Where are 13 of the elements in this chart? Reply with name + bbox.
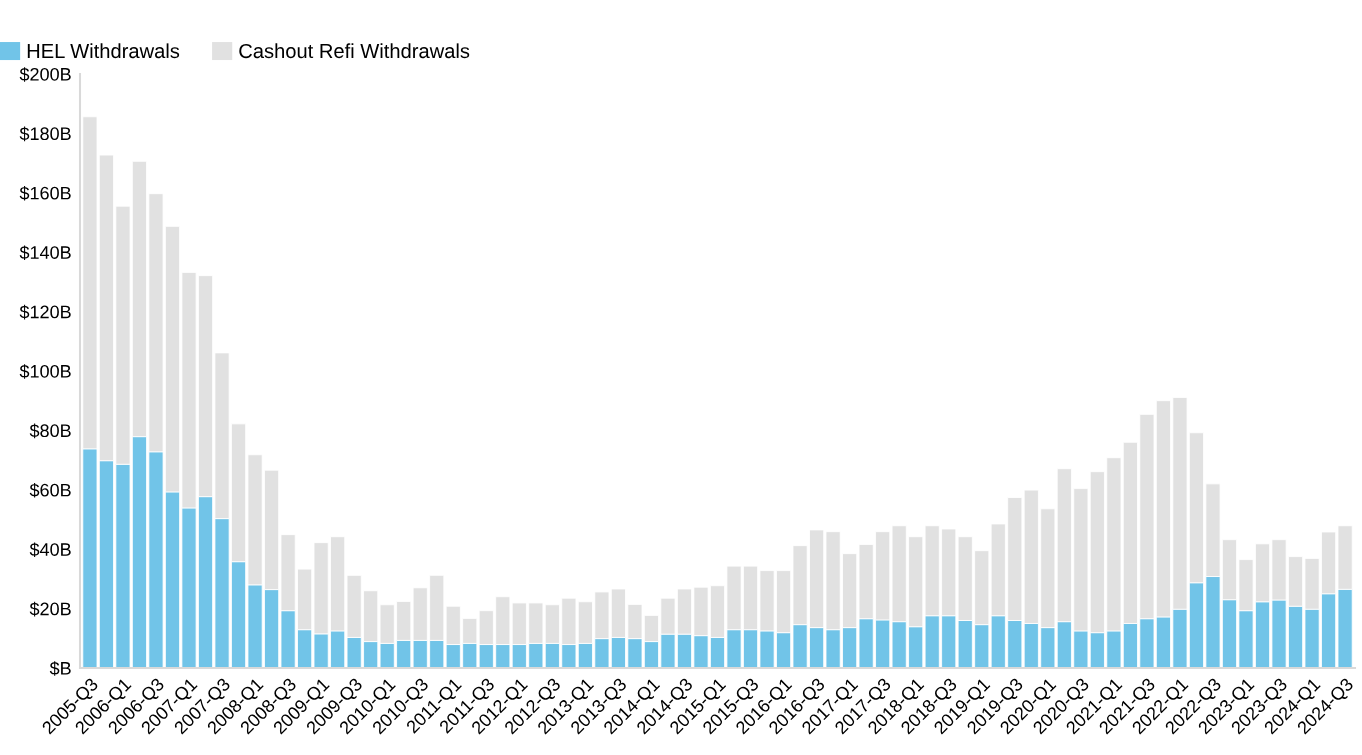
y-tick-label: $80B	[29, 423, 71, 439]
y-tick-label: $B	[49, 661, 71, 676]
y-tick-label: $120B	[19, 304, 71, 320]
y-tick-label: $60B	[29, 482, 71, 498]
y-tick-label: $40B	[29, 542, 71, 557]
y-tick-label: $100B	[19, 364, 71, 379]
y-tick-label: $140B	[19, 245, 71, 260]
y-tick-label: $180B	[19, 126, 71, 142]
y-tick-label: $160B	[19, 185, 71, 201]
y-tick-label: $200B	[19, 67, 71, 82]
legend-label: HEL Withdrawals	[27, 43, 180, 59]
y-tick-label: $20B	[29, 601, 71, 617]
legend-label: Cashout Refi Withdrawals	[239, 43, 470, 59]
